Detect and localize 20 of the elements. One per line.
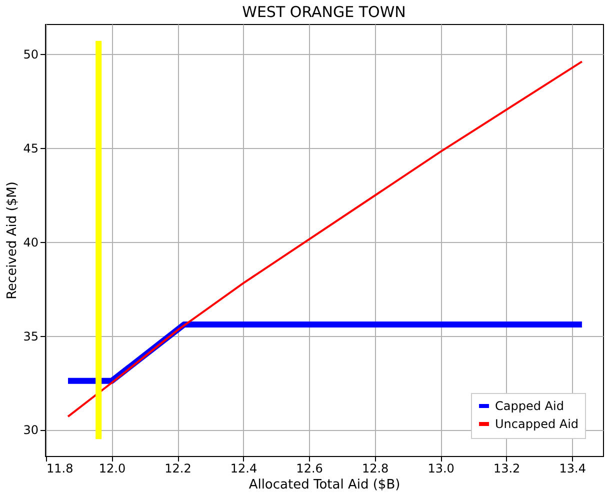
x-tick-label: 12.0 (98, 462, 126, 476)
y-tick-label: 35 (23, 329, 38, 344)
x-tick-label: 12.2 (164, 462, 192, 476)
x-tick-label: 13.2 (493, 462, 520, 476)
x-tick-label: 13.4 (559, 462, 586, 476)
y-axis-title: Received Aid ($M) (5, 182, 20, 300)
legend-label: Uncapped Aid (495, 417, 579, 431)
line-series (67, 60, 583, 418)
chart-title: WEST ORANGE TOWN (242, 3, 406, 21)
legend-label: Capped Aid (495, 399, 564, 413)
x-tick-label: 11.8 (46, 462, 74, 476)
y-tick-label: 40 (23, 235, 38, 250)
y-tick-label: 30 (23, 423, 38, 438)
x-tick-label: 12.6 (296, 462, 323, 476)
y-tick-label: 50 (23, 48, 38, 62)
x-tick-label: 12.8 (362, 462, 389, 476)
x-axis-title: Allocated Total Aid ($B) (248, 478, 400, 492)
x-tick-label: 12.4 (230, 462, 258, 476)
y-tick-label: 45 (23, 141, 38, 156)
x-tick-label: 13.0 (428, 462, 454, 476)
